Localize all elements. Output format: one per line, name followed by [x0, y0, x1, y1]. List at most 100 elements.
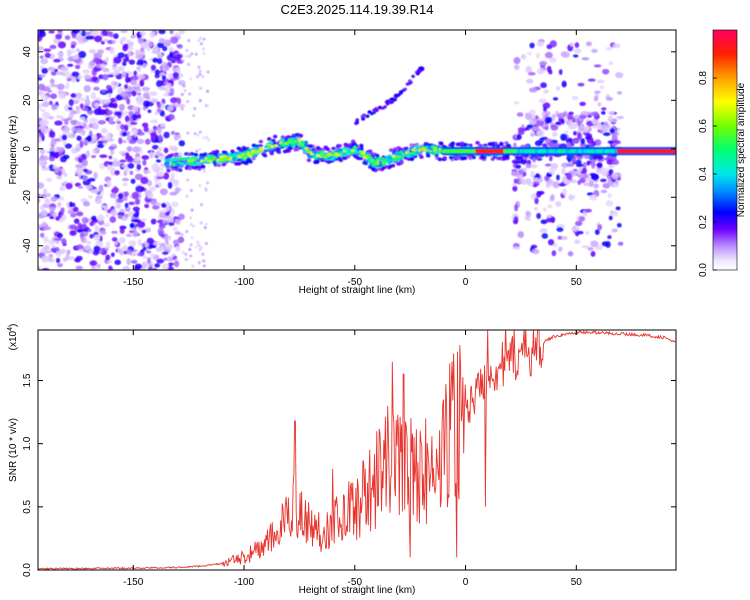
spectrogram-cell: [592, 154, 598, 160]
spectrogram-cell: [202, 37, 206, 41]
spectrogram-cell: [567, 250, 574, 257]
spectrogram-cell: [334, 149, 340, 153]
spectrogram-cell: [186, 99, 190, 103]
spectrogram-cell: [122, 57, 130, 63]
spectrogram-cell: [201, 252, 205, 256]
spectrogram-cell: [504, 141, 509, 145]
spectrogram-cell: [41, 255, 50, 263]
spectrogram-cell: [261, 152, 266, 156]
spectrogram-cell: [147, 193, 154, 199]
spectrogram-cell: [64, 143, 73, 149]
spectrogram-cell: [137, 239, 142, 247]
spectrogram-cell: [60, 168, 66, 175]
spectrogram-cell: [568, 111, 574, 115]
spectrogram-cell: [109, 103, 117, 108]
spectrogram-cell: [130, 79, 138, 85]
spectrogram-cell: [77, 121, 82, 126]
spectrogram-cell: [103, 206, 108, 213]
spectrogram-cell: [515, 164, 522, 169]
spectrogram-cell: [617, 241, 624, 246]
spectrogram-cell: [538, 117, 544, 122]
spectrogram-cell: [161, 263, 169, 270]
spectrogram-cell: [591, 118, 596, 125]
spectrogram-cell: [158, 86, 166, 91]
spectrogram-cell: [194, 52, 198, 56]
spectrogram-cell: [128, 201, 136, 206]
spectrogram-cell: [158, 38, 166, 44]
spectrogram-cell: [130, 178, 136, 184]
spectrogram-cell: [80, 236, 85, 242]
spectrogram-cell: [557, 235, 562, 240]
spectrogram-cell: [370, 158, 375, 162]
spectrogram-cell: [306, 150, 310, 154]
spectrogram-cell: [396, 155, 400, 158]
spectrogram-cell: [591, 111, 599, 117]
colorbar-tick-label: 0.4: [698, 167, 709, 181]
spectrogram-cell: [104, 56, 109, 63]
spectrogram-cell: [137, 252, 145, 257]
spectrogram-cell: [120, 91, 129, 98]
colorbar-tick-label: 0.8: [698, 71, 709, 85]
spectrogram-cell: [175, 219, 181, 225]
spectrogram-cell: [169, 191, 178, 196]
spectrogram-cell: [574, 239, 581, 245]
spectrogram-cell: [584, 208, 592, 213]
spectrogram-cell: [114, 69, 120, 76]
spectrogram-cell: [62, 154, 70, 160]
y-tick-label: 1.5: [22, 373, 33, 387]
spectrogram-cell: [154, 111, 159, 115]
spectrogram-cell: [361, 117, 365, 121]
spectrogram-cell: [131, 191, 140, 200]
spectrogram-cell: [513, 142, 517, 148]
spectrogram-cell: [178, 140, 186, 147]
spectrogram-cell: [365, 114, 370, 118]
spectrogram-cell: [199, 221, 203, 225]
spectrogram-cell: [136, 221, 146, 229]
spectrogram-cell: [428, 149, 433, 153]
spectrogram-cell: [122, 196, 128, 202]
spectrogram-cell: [201, 47, 205, 51]
spectrogram-cell: [142, 159, 147, 166]
spectrogram-cell: [172, 239, 180, 246]
spectrogram-cell: [215, 163, 221, 167]
spectrogram-cell: [157, 146, 163, 152]
spectrogram-cell: [432, 147, 437, 150]
spectrogram-cell: [56, 146, 65, 153]
spectrogram-cell: [562, 112, 568, 117]
spectrogram-cell: [75, 164, 83, 169]
spectrogram-cell: [581, 245, 590, 249]
spectrogram-cell: [58, 170, 62, 177]
spectrogram-cell: [566, 113, 573, 121]
spectrogram-cell: [144, 138, 151, 145]
spectrogram-cell: [109, 149, 115, 155]
spectrogram-cell: [536, 41, 545, 47]
spectrogram-cell: [134, 173, 143, 181]
spectrogram-cell: [145, 101, 154, 107]
spectrogram-cell: [172, 71, 179, 79]
spectrogram-cell: [62, 126, 68, 132]
spectrogram-cell: [40, 118, 49, 127]
spectrogram-cell: [141, 261, 148, 269]
spectrogram-cell: [267, 143, 271, 147]
y-tick-label: 0.5: [22, 499, 33, 513]
spectrogram-cell: [206, 89, 210, 93]
spectrogram-cell: [224, 158, 229, 161]
spectrogram-cell: [557, 223, 566, 229]
spectrogram-cell: [41, 221, 47, 227]
spectrogram-cell: [91, 190, 99, 194]
spectrogram-cell: [43, 48, 52, 52]
spectrogram-cell: [551, 113, 556, 122]
spectrogram-cell: [338, 158, 343, 162]
spectrogram-cell: [186, 131, 190, 135]
spectrogram-cell: [106, 133, 111, 138]
spectrogram-cell: [141, 63, 147, 69]
spectrogram-cell: [565, 142, 572, 149]
spectrogram-cell: [100, 40, 105, 45]
spectrogram-cell: [202, 259, 206, 263]
spectrogram-cell: [49, 146, 55, 152]
spectrogram-cell: [111, 39, 117, 44]
spectrogram-cell: [197, 38, 201, 42]
spectrogram-cell: [76, 229, 83, 233]
spectrogram-cell: [169, 57, 178, 62]
spectrogram-cell: [331, 146, 336, 151]
